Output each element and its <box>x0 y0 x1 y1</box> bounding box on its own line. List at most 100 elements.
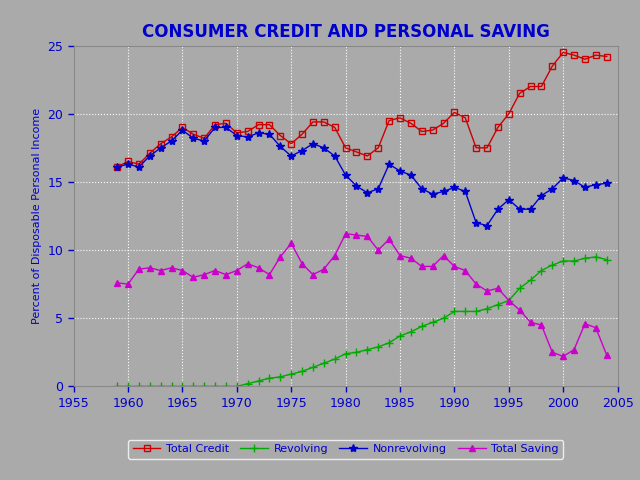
Revolving <box>200 384 208 389</box>
Total Saving <box>548 349 556 355</box>
Nonrevolving <box>429 192 436 197</box>
Nonrevolving <box>157 145 164 151</box>
Revolving <box>157 384 164 389</box>
Nonrevolving <box>244 134 252 140</box>
Revolving <box>331 356 339 362</box>
Total Credit <box>505 111 513 117</box>
Revolving <box>418 324 426 329</box>
Nonrevolving <box>592 182 600 188</box>
Nonrevolving <box>320 145 328 151</box>
Total Credit <box>429 127 436 133</box>
Nonrevolving <box>353 183 360 189</box>
Revolving <box>320 360 328 366</box>
Nonrevolving <box>124 161 132 167</box>
Total Saving <box>189 275 197 280</box>
Revolving <box>276 374 284 380</box>
Total Credit <box>211 122 219 128</box>
Total Credit <box>342 145 349 151</box>
Title: CONSUMER CREDIT AND PERSONAL SAVING: CONSUMER CREDIT AND PERSONAL SAVING <box>141 23 550 41</box>
Nonrevolving <box>168 138 175 144</box>
Total Credit <box>113 164 121 170</box>
Revolving <box>211 384 219 389</box>
Nonrevolving <box>146 153 154 159</box>
Total Credit <box>472 145 480 151</box>
Total Saving <box>364 234 371 240</box>
Nonrevolving <box>396 168 404 174</box>
Nonrevolving <box>179 127 186 133</box>
Nonrevolving <box>342 172 349 178</box>
Total Credit <box>189 132 197 137</box>
Nonrevolving <box>581 184 589 190</box>
Total Saving <box>222 272 230 277</box>
Revolving <box>179 384 186 389</box>
Revolving <box>189 384 197 389</box>
Revolving <box>505 298 513 303</box>
Nonrevolving <box>309 141 317 146</box>
Line: Total Credit: Total Credit <box>114 49 610 170</box>
Total Credit <box>200 135 208 141</box>
Nonrevolving <box>113 164 121 170</box>
Total Saving <box>418 264 426 269</box>
Revolving <box>440 315 447 321</box>
Nonrevolving <box>559 175 567 180</box>
Revolving <box>113 384 121 389</box>
Total Credit <box>266 122 273 128</box>
Revolving <box>168 384 175 389</box>
Total Credit <box>364 153 371 159</box>
Total Credit <box>516 90 524 96</box>
Total Credit <box>309 119 317 125</box>
Total Saving <box>516 307 524 313</box>
Total Saving <box>407 255 415 261</box>
Nonrevolving <box>135 164 143 170</box>
Total Saving <box>396 252 404 258</box>
Revolving <box>298 369 306 374</box>
Nonrevolving <box>189 135 197 141</box>
Total Credit <box>179 124 186 130</box>
Revolving <box>342 351 349 357</box>
Revolving <box>429 320 436 325</box>
Nonrevolving <box>548 186 556 192</box>
Nonrevolving <box>364 190 371 196</box>
Nonrevolving <box>538 192 545 198</box>
Total Saving <box>527 320 534 325</box>
Total Saving <box>353 232 360 238</box>
Total Saving <box>113 280 121 286</box>
Total Saving <box>451 264 458 269</box>
Total Saving <box>276 254 284 260</box>
Total Saving <box>429 264 436 269</box>
Total Credit <box>418 129 426 134</box>
Revolving <box>472 309 480 314</box>
Total Credit <box>298 132 306 137</box>
Revolving <box>309 364 317 370</box>
Nonrevolving <box>451 184 458 190</box>
Total Credit <box>483 145 491 151</box>
Total Saving <box>559 354 567 360</box>
Total Saving <box>266 272 273 277</box>
Revolving <box>483 306 491 312</box>
Total Saving <box>592 325 600 331</box>
Nonrevolving <box>440 189 447 194</box>
Legend: Total Credit, Revolving, Nonrevolving, Total Saving: Total Credit, Revolving, Nonrevolving, T… <box>128 440 563 458</box>
Total Saving <box>298 261 306 266</box>
Total Credit <box>527 84 534 89</box>
Total Credit <box>570 52 578 58</box>
Revolving <box>255 378 262 384</box>
Nonrevolving <box>407 172 415 178</box>
Nonrevolving <box>505 197 513 203</box>
Revolving <box>222 384 230 389</box>
Total Credit <box>374 145 382 151</box>
Y-axis label: Percent of Disposable Personal Income: Percent of Disposable Personal Income <box>32 108 42 324</box>
Total Credit <box>461 115 469 121</box>
Revolving <box>396 333 404 339</box>
Total Saving <box>342 231 349 237</box>
Revolving <box>592 254 600 260</box>
Total Saving <box>179 268 186 274</box>
Total Credit <box>451 109 458 115</box>
Revolving <box>135 384 143 389</box>
Total Credit <box>222 120 230 126</box>
Total Credit <box>538 84 545 89</box>
Total Saving <box>331 252 339 258</box>
Revolving <box>494 302 502 308</box>
Revolving <box>603 257 611 263</box>
Revolving <box>266 375 273 381</box>
